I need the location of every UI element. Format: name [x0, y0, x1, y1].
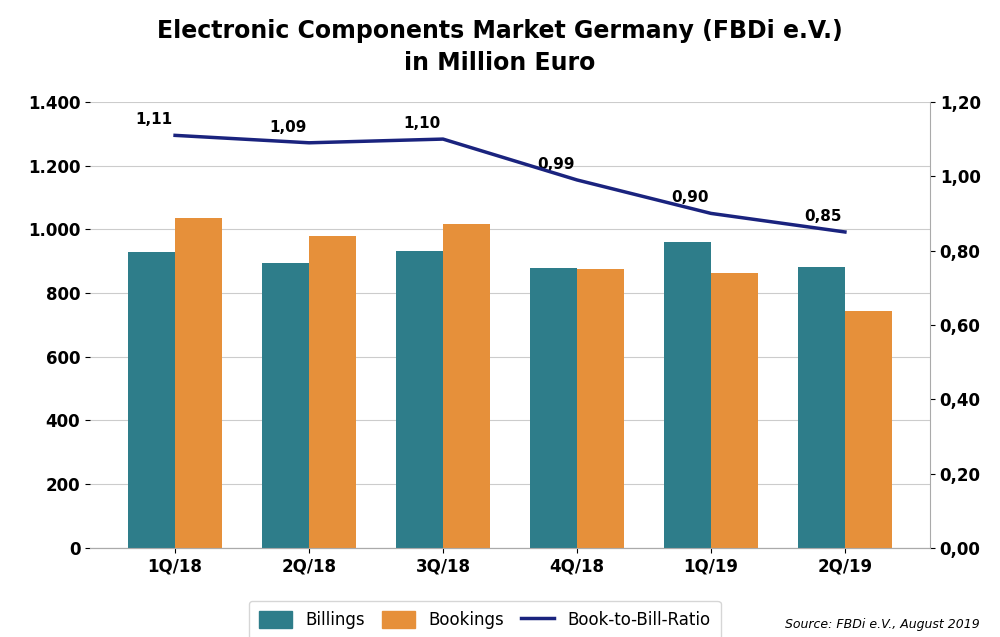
- Bar: [262, 263, 309, 548]
- Bar: [443, 224, 490, 548]
- Text: 1,09: 1,09: [269, 120, 306, 134]
- Bar: [530, 269, 577, 548]
- Bar: [711, 273, 758, 548]
- Text: 0,99: 0,99: [537, 157, 574, 172]
- Text: 0,85: 0,85: [805, 209, 842, 224]
- Legend: Billings, Bookings, Book-to-Bill-Ratio: Billings, Bookings, Book-to-Bill-Ratio: [249, 601, 721, 637]
- Bar: [128, 252, 175, 548]
- Bar: [845, 311, 892, 548]
- Text: Source: FBDi e.V., August 2019: Source: FBDi e.V., August 2019: [785, 618, 980, 631]
- Text: Electronic Components Market Germany (FBDi e.V.)
in Million Euro: Electronic Components Market Germany (FB…: [157, 19, 843, 75]
- Text: 1,11: 1,11: [135, 112, 172, 127]
- Bar: [396, 251, 443, 548]
- Bar: [577, 269, 624, 548]
- Bar: [664, 242, 711, 548]
- Text: 0,90: 0,90: [671, 190, 708, 205]
- Bar: [175, 218, 222, 548]
- Bar: [309, 236, 356, 548]
- Bar: [798, 267, 845, 548]
- Text: 1,10: 1,10: [403, 116, 440, 131]
